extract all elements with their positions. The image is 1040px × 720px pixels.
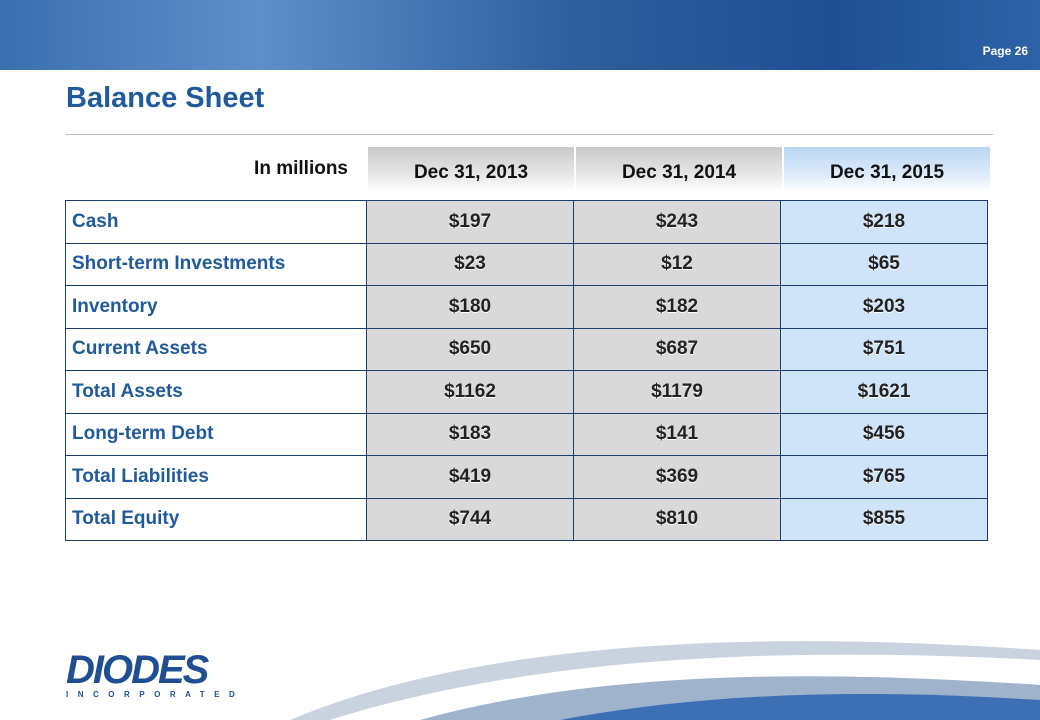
row-label: Total Liabilities [65, 455, 367, 499]
row-label: Total Assets [65, 370, 367, 414]
row-label: Inventory [65, 285, 367, 329]
row-label: Current Assets [65, 327, 367, 371]
cell-value: $243 [573, 200, 781, 244]
cell-value: $65 [780, 242, 988, 286]
table-row: Long-term Debt $183 $141 $456 [65, 412, 988, 456]
cell-value: $855 [780, 497, 988, 541]
cell-value: $810 [573, 497, 781, 541]
page-number: Page 26 [982, 44, 1028, 58]
column-header: Dec 31, 2015 [784, 147, 990, 192]
logo-name: DIODES [66, 648, 209, 692]
cell-value: $765 [780, 455, 988, 499]
cell-value: $456 [780, 412, 988, 456]
cell-value: $419 [366, 455, 574, 499]
logo: DIODES INCORPORATED [66, 650, 244, 699]
cell-value: $203 [780, 285, 988, 329]
column-header: Dec 31, 2014 [576, 147, 782, 192]
logo-subtitle: INCORPORATED [66, 690, 245, 699]
cell-value: $183 [366, 412, 574, 456]
cell-value: $180 [366, 285, 574, 329]
table-row: Inventory $180 $182 $203 [65, 285, 988, 329]
unit-label: In millions [254, 158, 348, 179]
table-row: Total Assets $1162 $1179 $1621 [65, 370, 988, 414]
cell-value: $744 [366, 497, 574, 541]
cell-value: $12 [573, 242, 781, 286]
table-row: Short-term Investments $23 $12 $65 [65, 242, 988, 286]
cell-value: $141 [573, 412, 781, 456]
cell-value: $182 [573, 285, 781, 329]
row-label: Total Equity [65, 497, 367, 541]
cell-value: $369 [573, 455, 781, 499]
cell-value: $751 [780, 327, 988, 371]
cell-value: $1179 [573, 370, 781, 414]
table-row: Total Liabilities $419 $369 $765 [65, 455, 988, 499]
title: Balance Sheet [66, 82, 265, 114]
cell-value: $197 [366, 200, 574, 244]
balance-table: Cash $197 $243 $218 Short-term Investments $2… [65, 200, 988, 541]
divider [66, 134, 993, 135]
cell-value: $218 [780, 200, 988, 244]
column-header: Dec 31, 2013 [368, 147, 574, 192]
cell-value: $1621 [780, 370, 988, 414]
row-label: Short-term Investments [65, 242, 367, 286]
cell-value: $687 [573, 327, 781, 371]
cell-value: $1162 [366, 370, 574, 414]
cell-value: $23 [366, 242, 574, 286]
cell-value: $650 [366, 327, 574, 371]
table-row: Current Assets $650 $687 $751 [65, 327, 988, 371]
row-label: Cash [65, 200, 367, 244]
row-label: Long-term Debt [65, 412, 367, 456]
table-row: Cash $197 $243 $218 [65, 200, 988, 244]
banner [0, 0, 1040, 70]
table-row: Total Equity $744 $810 $855 [65, 497, 988, 541]
